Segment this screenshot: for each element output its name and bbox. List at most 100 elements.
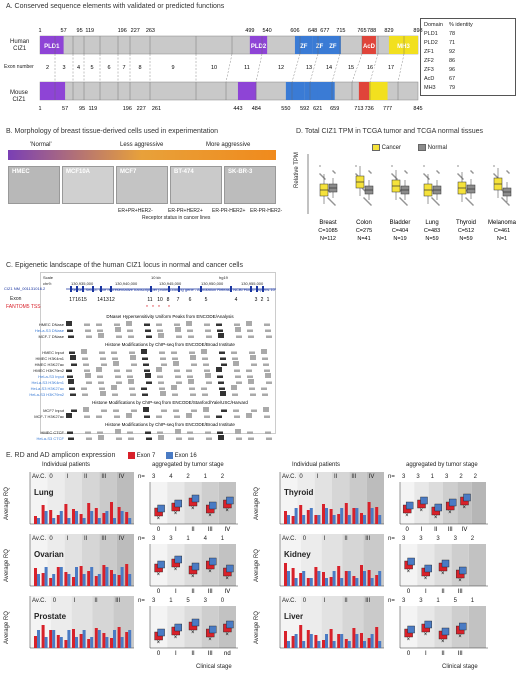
signal-bar <box>234 369 240 372</box>
tpm-point <box>507 171 509 173</box>
c-exon-number: 15 <box>81 297 87 303</box>
signal-bar <box>129 387 135 390</box>
signal-bar <box>114 323 120 326</box>
bar-exon7 <box>64 640 68 648</box>
tpm-point <box>404 202 406 204</box>
human-domain-label: MH3 <box>397 44 410 50</box>
signal-bar <box>97 375 103 378</box>
tpm-point <box>334 172 336 174</box>
agg-stage-label: 0 <box>405 527 409 533</box>
track-label: HMEC DNase <box>38 322 64 327</box>
signal-bar <box>174 323 180 326</box>
signal-bar <box>131 409 137 412</box>
n-label: n= <box>388 536 395 542</box>
n-count: 3 <box>152 598 156 604</box>
agg-marker-exon16 <box>157 504 165 513</box>
exon-number: 11 <box>244 65 250 71</box>
bar-exon16 <box>82 518 86 524</box>
bar-exon7 <box>117 575 121 586</box>
stage-label: I <box>316 474 319 480</box>
bar-exon16 <box>363 641 366 648</box>
stage-label: Av.C. <box>282 474 297 480</box>
bar-exon16 <box>120 511 124 524</box>
signal-bar <box>98 435 104 440</box>
c-exon-number: 5 <box>205 297 208 303</box>
exon-number: 4 <box>77 65 80 71</box>
bar-exon16 <box>347 571 351 586</box>
tissue-name: Kidney <box>284 550 311 559</box>
agg-shade <box>150 606 168 648</box>
bar-exon7 <box>64 504 68 524</box>
signal-bar <box>159 351 165 354</box>
signal-bar <box>98 333 104 338</box>
signal-bar <box>188 437 194 440</box>
signal-bar <box>128 437 134 440</box>
signal-bar <box>219 387 225 390</box>
signal-bar <box>100 357 106 360</box>
right-aggregated-header: aggregated by tumor stage <box>406 462 478 468</box>
signal-bar <box>84 369 90 372</box>
bar-exon7 <box>117 507 121 524</box>
panel-c-title: C. Epigenetic landscape of the human CIZ… <box>6 262 243 269</box>
signal-bar <box>142 393 148 396</box>
signal-bar <box>131 363 137 366</box>
exon-number: 7 <box>122 65 125 71</box>
signal-bar <box>83 363 89 366</box>
stage-label: 0 <box>299 474 303 480</box>
signal-bar <box>236 381 242 384</box>
n-label: n= <box>138 598 145 604</box>
bar-exon16 <box>113 574 116 586</box>
bar-exon16 <box>340 508 344 524</box>
signal-bar <box>143 407 149 412</box>
n-label: n= <box>138 474 145 480</box>
human-domain-label: AcD <box>363 44 376 50</box>
signal-bar <box>127 375 133 378</box>
signal-bar <box>144 369 150 372</box>
signal-bar <box>205 329 211 332</box>
signal-bar <box>161 363 167 366</box>
normal-count: N=1 <box>497 236 507 242</box>
track-label: HeLa-S3 DNase <box>34 328 64 333</box>
agg-x: × <box>448 510 452 516</box>
gene-exon <box>262 286 264 292</box>
signal-bar <box>216 323 222 326</box>
agg-stage-label: III <box>208 589 213 595</box>
n-label: n= <box>138 536 145 542</box>
agg-x: × <box>191 630 195 636</box>
bar-exon7 <box>49 630 53 648</box>
bar-exon16 <box>67 630 71 648</box>
bar-exon7 <box>102 513 106 524</box>
signal-bar <box>246 321 252 326</box>
gradient-normal-label: 'Normal' <box>30 142 52 148</box>
agg-marker-exon16 <box>441 559 450 568</box>
signal-bar <box>130 393 136 396</box>
agg-stage-label: II <box>434 527 438 533</box>
bar-exon7 <box>360 513 363 524</box>
bar-exon7 <box>344 571 348 586</box>
bar-exon16 <box>309 508 313 524</box>
signal-bar <box>176 437 182 440</box>
signal-bar <box>187 431 193 434</box>
tpm-point <box>370 204 372 206</box>
receptor-mcf7: ER+PR+HER2- <box>118 208 153 214</box>
signal-bar <box>204 369 210 372</box>
chrom-label: chr9: <box>43 281 52 286</box>
normal-count: N=59 <box>425 236 438 242</box>
bar-exon7 <box>367 638 371 648</box>
signal-bar <box>235 429 241 434</box>
signal-bar <box>156 323 162 326</box>
signal-bar <box>176 381 182 384</box>
tpm-point <box>501 197 503 199</box>
bar-exon16 <box>325 634 328 648</box>
bar-exon7 <box>49 578 53 586</box>
agg-x: × <box>458 578 462 584</box>
signal-bar <box>248 335 254 338</box>
signal-bar <box>247 431 253 434</box>
gene-exon <box>150 286 152 292</box>
bar-exon16 <box>294 508 298 524</box>
left-aggregated-header: aggregated by tumor stage <box>152 462 224 468</box>
mouse-tick: 1 <box>38 106 41 112</box>
signal-bar <box>86 437 92 440</box>
c-exon-number: 8 <box>167 297 170 303</box>
stage-shade <box>71 596 93 648</box>
